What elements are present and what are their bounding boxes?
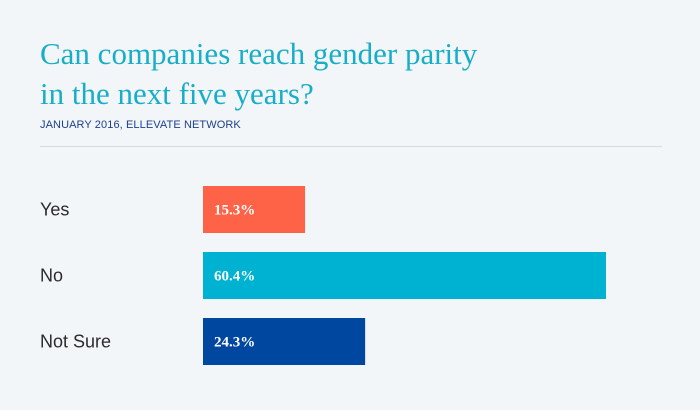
chart-title-line-1: Can companies reach gender parity	[40, 36, 478, 71]
chart-title-line-2: in the next five years?	[40, 76, 314, 111]
chart-subtitle: JANUARY 2016, ELLEVATE NETWORK	[40, 119, 241, 131]
bar-no	[203, 252, 606, 299]
value-label-yes: 15.3%	[214, 203, 255, 219]
bar-not-sure	[203, 318, 366, 365]
category-label-yes: Yes	[40, 200, 69, 220]
value-label-not-sure: 24.3%	[214, 335, 255, 351]
category-label-no: No	[40, 266, 63, 286]
value-label-no: 60.4%	[214, 269, 255, 285]
title-divider	[40, 146, 662, 147]
category-label-not-sure: Not Sure	[40, 332, 111, 352]
bar-yes	[203, 186, 306, 233]
chart-title: Can companies reach gender parity in the…	[40, 34, 640, 114]
